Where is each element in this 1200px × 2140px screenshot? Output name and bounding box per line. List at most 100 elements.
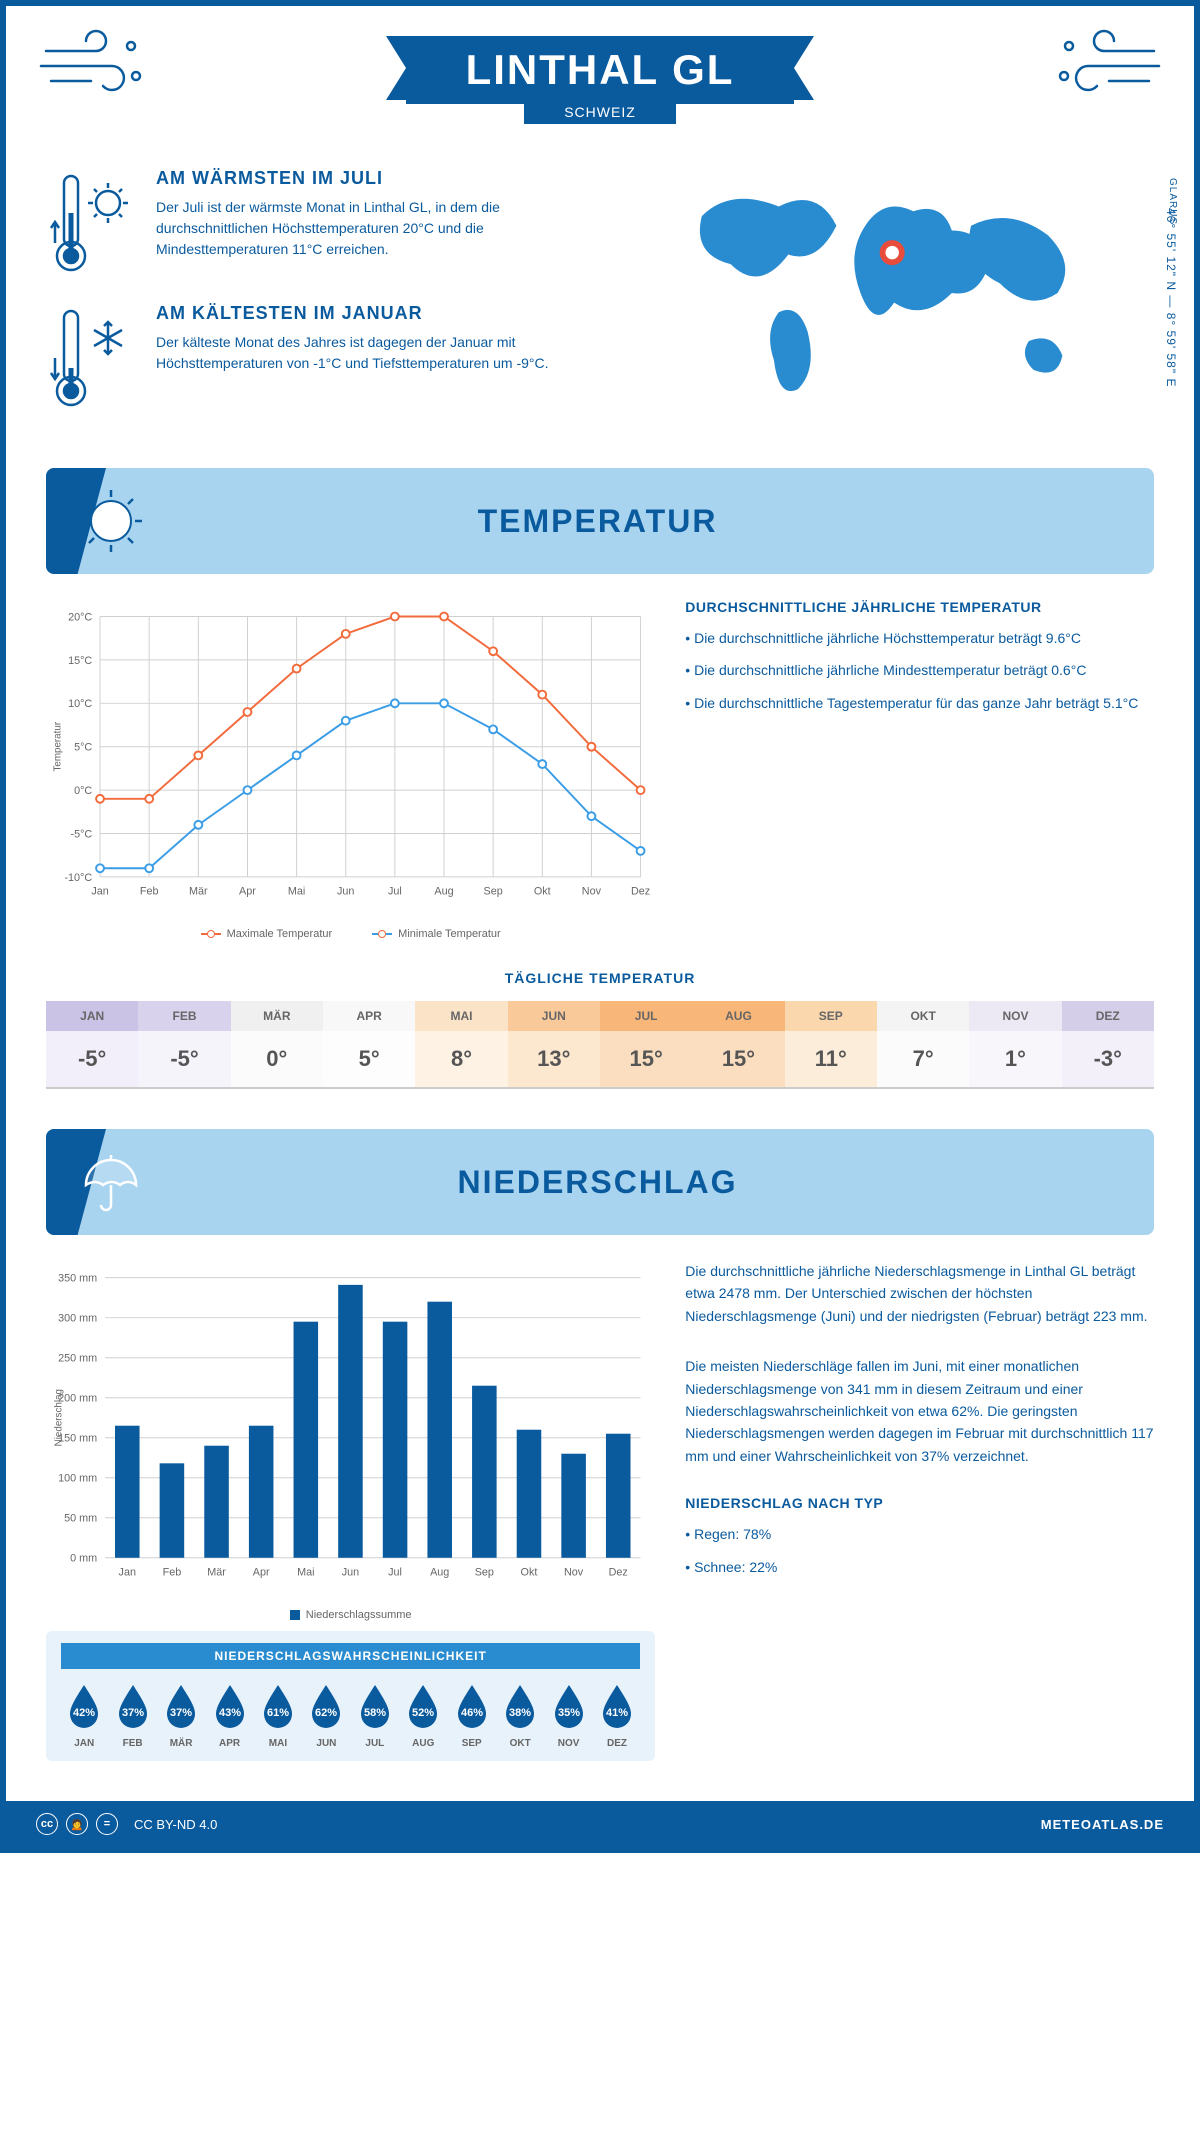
thermometer-sun-icon — [46, 168, 136, 278]
svg-text:Nov: Nov — [582, 886, 602, 898]
temp-bullet: • Die durchschnittliche Tagestemperatur … — [685, 692, 1154, 714]
svg-text:-10°C: -10°C — [64, 872, 92, 884]
svg-text:Sep: Sep — [475, 1566, 494, 1578]
svg-text:Jul: Jul — [388, 1566, 402, 1578]
temp-stats-title: DURCHSCHNITTLICHE JÄHRLICHE TEMPERATUR — [685, 599, 1154, 615]
precip-drop: 37%FEB — [109, 1681, 155, 1749]
footer: cc 🙍 = CC BY-ND 4.0 METEOATLAS.DE — [6, 1801, 1194, 1847]
sun-icon — [76, 486, 146, 556]
svg-text:62%: 62% — [315, 1707, 337, 1719]
temp-table-cell: AUG15° — [692, 1001, 784, 1087]
daily-temp-title: TÄGLICHE TEMPERATUR — [46, 970, 1154, 986]
license-icons: cc 🙍 = CC BY-ND 4.0 — [36, 1813, 217, 1835]
svg-text:300 mm: 300 mm — [58, 1313, 97, 1325]
precip-type-bullet: • Schnee: 22% — [685, 1556, 1154, 1578]
temp-bullet: • Die durchschnittliche jährliche Höchst… — [685, 627, 1154, 649]
coordinates: 46° 55' 12" N — 8° 59' 58" E — [1164, 208, 1178, 387]
svg-text:43%: 43% — [219, 1707, 241, 1719]
temp-table-cell: APR5° — [323, 1001, 415, 1087]
warmest-text: Der Juli ist der wärmste Monat in Lintha… — [156, 197, 585, 260]
temp-table-cell: DEZ-3° — [1062, 1001, 1154, 1087]
svg-text:Dez: Dez — [631, 886, 650, 898]
svg-text:Nov: Nov — [564, 1566, 584, 1578]
coldest-text: Der kälteste Monat des Jahres ist dagege… — [156, 332, 585, 374]
site-name: METEOATLAS.DE — [1041, 1817, 1164, 1832]
header-banner: LINTHAL GL SCHWEIZ — [6, 6, 1194, 148]
legend-precip: Niederschlagssumme — [306, 1609, 412, 1621]
page-title: LINTHAL GL — [406, 36, 795, 104]
svg-text:Dez: Dez — [609, 1566, 628, 1578]
svg-text:100 mm: 100 mm — [58, 1473, 97, 1485]
precip-drop: 42%JAN — [61, 1681, 107, 1749]
svg-text:Jul: Jul — [388, 886, 402, 898]
precip-type-title: NIEDERSCHLAG NACH TYP — [685, 1495, 1154, 1511]
cc-icon: cc — [36, 1813, 58, 1835]
temperature-line-chart: -10°C-5°C0°C5°C10°C15°C20°CJanFebMärAprM… — [46, 599, 655, 919]
svg-text:0 mm: 0 mm — [70, 1553, 97, 1565]
precip-drop: 35%NOV — [545, 1681, 591, 1749]
temp-table-cell: OKT7° — [877, 1001, 969, 1087]
svg-text:350 mm: 350 mm — [58, 1273, 97, 1285]
coldest-title: AM KÄLTESTEN IM JANUAR — [156, 303, 585, 324]
svg-text:Niederschlag: Niederschlag — [54, 1389, 65, 1446]
location-marker — [883, 243, 902, 262]
thermometer-snow-icon — [46, 303, 136, 413]
temp-table-cell: FEB-5° — [138, 1001, 230, 1087]
svg-text:35%: 35% — [558, 1707, 580, 1719]
world-map — [615, 168, 1154, 418]
svg-text:Jan: Jan — [119, 1566, 136, 1578]
svg-text:46%: 46% — [461, 1707, 483, 1719]
precip-drop: 41%DEZ — [594, 1681, 640, 1749]
svg-text:Okt: Okt — [534, 886, 551, 898]
wind-icon-left — [36, 26, 156, 106]
precip-drop: 61%MAI — [255, 1681, 301, 1749]
temp-table-cell: JUN13° — [508, 1001, 600, 1087]
svg-text:10°C: 10°C — [68, 698, 92, 710]
umbrella-icon — [76, 1147, 146, 1217]
svg-text:Temperatur: Temperatur — [53, 721, 64, 771]
precipitation-bar-chart: 0 mm50 mm100 mm150 mm200 mm250 mm300 mm3… — [46, 1260, 655, 1600]
svg-text:Mär: Mär — [189, 886, 208, 898]
svg-text:61%: 61% — [267, 1707, 289, 1719]
svg-text:Apr: Apr — [253, 1566, 270, 1578]
svg-text:Mai: Mai — [288, 886, 305, 898]
svg-text:Mär: Mär — [207, 1566, 226, 1578]
temp-table-cell: SEP11° — [785, 1001, 877, 1087]
temperature-section-header: TEMPERATUR — [46, 468, 1154, 574]
svg-text:Jun: Jun — [337, 886, 354, 898]
svg-text:50 mm: 50 mm — [64, 1513, 97, 1525]
svg-text:Okt: Okt — [521, 1566, 538, 1578]
svg-text:Sep: Sep — [484, 886, 503, 898]
infographic-frame: LINTHAL GL SCHWEIZ — [0, 0, 1200, 1853]
temp-table-cell: NOV1° — [969, 1001, 1061, 1087]
legend-max: Maximale Temperatur — [227, 928, 333, 940]
temp-table-cell: JAN-5° — [46, 1001, 138, 1087]
svg-text:58%: 58% — [364, 1707, 386, 1719]
svg-text:Feb: Feb — [163, 1566, 182, 1578]
precip-prob-title: NIEDERSCHLAGSWAHRSCHEINLICHKEIT — [61, 1643, 640, 1669]
line-chart-legend: .legend-swatch:nth-child(1)::after{borde… — [46, 928, 655, 940]
svg-text:42%: 42% — [73, 1707, 95, 1719]
temp-table-cell: MAI8° — [415, 1001, 507, 1087]
svg-text:250 mm: 250 mm — [58, 1353, 97, 1365]
svg-text:Jan: Jan — [91, 886, 108, 898]
precip-type-bullet: • Regen: 78% — [685, 1523, 1154, 1545]
precip-probability-box: NIEDERSCHLAGSWAHRSCHEINLICHKEIT 42%JAN37… — [46, 1631, 655, 1761]
temp-bullet: • Die durchschnittliche jährliche Mindes… — [685, 659, 1154, 681]
temperature-heading: TEMPERATUR — [171, 503, 1124, 540]
precip-drop: 46%SEP — [449, 1681, 495, 1749]
precipitation-heading: NIEDERSCHLAG — [171, 1164, 1124, 1201]
page-subtitle: SCHWEIZ — [524, 100, 676, 124]
wind-icon-right — [1044, 26, 1164, 106]
svg-text:Mai: Mai — [297, 1566, 314, 1578]
svg-text:37%: 37% — [170, 1707, 192, 1719]
svg-text:38%: 38% — [509, 1707, 531, 1719]
precip-drop: 38%OKT — [497, 1681, 543, 1749]
svg-text:Apr: Apr — [239, 886, 256, 898]
svg-text:Aug: Aug — [434, 886, 453, 898]
license-text: CC BY-ND 4.0 — [134, 1817, 217, 1832]
bar-chart-legend: Niederschlagssumme — [46, 1609, 655, 1621]
precip-drop: 37%MÄR — [158, 1681, 204, 1749]
nd-icon: = — [96, 1813, 118, 1835]
svg-text:-5°C: -5°C — [70, 828, 92, 840]
